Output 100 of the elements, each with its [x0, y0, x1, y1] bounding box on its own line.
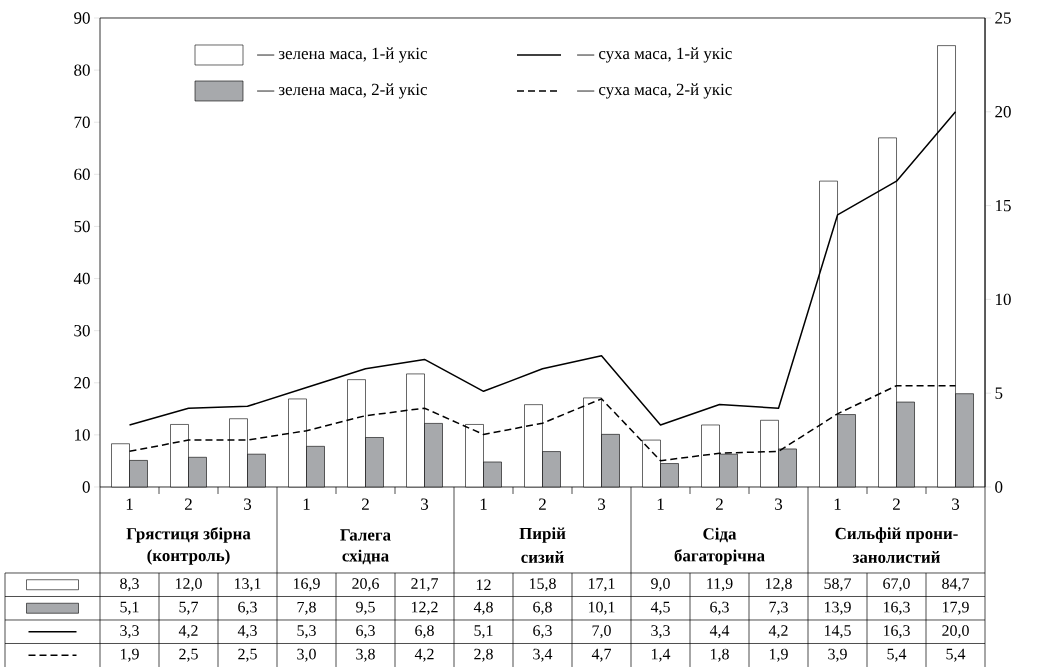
- text: Грястиця збірна: [126, 526, 251, 543]
- text: Галега: [340, 529, 391, 541]
- text: Сильфій прони-: [835, 527, 958, 543]
- data-label: 16,3: [883, 601, 910, 615]
- y2-tick-label: 10: [996, 293, 1011, 305]
- data-label: 21,7: [411, 578, 438, 592]
- y-tick-label: 40: [73, 272, 90, 285]
- data-label: 13,9: [824, 601, 851, 615]
- legend-label: — суха маса, 1-й укіс: [577, 47, 732, 63]
- data-label: 12,2: [411, 601, 438, 615]
- data-label: 13,1: [234, 578, 261, 592]
- x-tick-label: 2: [716, 498, 723, 510]
- data-label: 6,3: [356, 625, 375, 639]
- legend-label: — зелена маса, 1-й укіс: [257, 47, 428, 63]
- text: (контроль): [147, 549, 230, 565]
- text: Сіда: [703, 527, 737, 543]
- x-tick-label: 3: [598, 498, 606, 510]
- data-label: 10,1: [588, 601, 615, 615]
- text: Пирій: [519, 527, 566, 543]
- data-label: 16,9: [293, 578, 320, 592]
- y2-tick-label: 15: [996, 199, 1011, 212]
- data-label: 7,3: [769, 601, 788, 615]
- x-tick-label: 1: [657, 498, 664, 510]
- data-label: 4,2: [768, 625, 788, 639]
- data-label: 5,4: [946, 648, 966, 662]
- text: сизий: [521, 550, 564, 563]
- data-label: 3,3: [651, 625, 670, 639]
- data-label: 9,5: [356, 601, 375, 615]
- data-label: 5,3: [297, 625, 316, 639]
- data-label: 3,0: [297, 648, 316, 662]
- x-tick-label: 2: [185, 498, 192, 510]
- data-label: 4,4: [709, 625, 730, 639]
- y2-tick-label: 5: [995, 387, 1003, 399]
- legend-label: — зелена маса, 2-й укіс: [257, 83, 428, 99]
- y-tick-label: 70: [74, 116, 90, 128]
- data-label: 5,1: [120, 601, 139, 615]
- legend-label: — суха маса, 2-й укіс: [577, 83, 732, 99]
- y2-tick-label: 25: [995, 12, 1011, 24]
- data-label: 4,8: [473, 601, 493, 615]
- data-label: 67,0: [883, 578, 910, 592]
- y-tick-label: 0: [82, 481, 90, 493]
- data-label: 6,8: [533, 601, 552, 615]
- data-label: 16,3: [883, 625, 910, 639]
- data-label: 11,9: [707, 578, 733, 592]
- x-tick-label: 1: [834, 498, 841, 510]
- data-label: 3,4: [533, 648, 553, 662]
- y2-tick-label: 0: [995, 481, 1003, 493]
- data-label: 1,9: [769, 648, 788, 662]
- x-tick-label: 3: [775, 498, 783, 510]
- data-label: 3,3: [120, 625, 139, 639]
- data-label: 1,9: [120, 648, 139, 662]
- data-label: 4,3: [237, 625, 257, 639]
- data-label: 84,7: [942, 578, 969, 592]
- data-label: 9,0: [651, 578, 670, 592]
- data-label: 12: [476, 579, 491, 590]
- data-label: 6,3: [710, 601, 729, 615]
- y-tick-label: 90: [74, 12, 90, 24]
- x-tick-label: 2: [539, 498, 546, 510]
- data-label: 5,4: [887, 648, 907, 662]
- data-label: 4,2: [178, 625, 198, 639]
- data-label: 3,9: [828, 648, 847, 662]
- y-tick-label: 10: [75, 428, 90, 441]
- data-label: 2,5: [179, 648, 198, 662]
- x-tick-label: 1: [480, 498, 487, 510]
- data-label: 17,1: [588, 578, 615, 592]
- x-tick-label: 3: [952, 498, 960, 510]
- data-label: 17,9: [942, 601, 969, 615]
- data-label: 4,5: [650, 601, 670, 615]
- data-label: 2,5: [238, 648, 257, 662]
- data-label: 6,3: [238, 601, 257, 615]
- x-tick-label: 2: [893, 498, 900, 510]
- text: східна: [342, 549, 389, 565]
- data-label: 4,2: [414, 648, 434, 662]
- data-label: 14,5: [824, 625, 851, 639]
- text: занолистий: [852, 550, 940, 563]
- x-tick-label: 3: [421, 498, 429, 510]
- data-label: 2,8: [474, 648, 493, 662]
- text: багаторічна: [674, 548, 765, 565]
- data-label: 7,0: [592, 625, 611, 639]
- y2-tick-label: 20: [995, 105, 1011, 118]
- data-label: 58,7: [824, 578, 851, 592]
- data-label: 8,3: [120, 578, 139, 592]
- data-label: 12,8: [765, 578, 792, 592]
- x-tick-label: 2: [362, 498, 369, 510]
- x-tick-label: 1: [126, 498, 133, 510]
- x-tick-label: 3: [244, 498, 252, 510]
- x-tick-label: 1: [303, 498, 310, 510]
- data-label: 7,8: [297, 601, 316, 615]
- y-tick-label: 50: [74, 220, 90, 232]
- data-label: 5,7: [179, 601, 199, 615]
- data-label: 12,0: [175, 578, 202, 592]
- data-label: 1,8: [710, 648, 729, 662]
- data-label: 1,4: [651, 648, 671, 662]
- y-tick-label: 30: [74, 324, 90, 337]
- data-label: 3,8: [356, 648, 375, 662]
- data-label: 6,3: [533, 625, 552, 639]
- data-label: 6,8: [415, 625, 434, 639]
- data-label: 20,6: [352, 578, 379, 592]
- y-tick-label: 20: [74, 376, 90, 389]
- y-tick-label: 60: [74, 168, 90, 180]
